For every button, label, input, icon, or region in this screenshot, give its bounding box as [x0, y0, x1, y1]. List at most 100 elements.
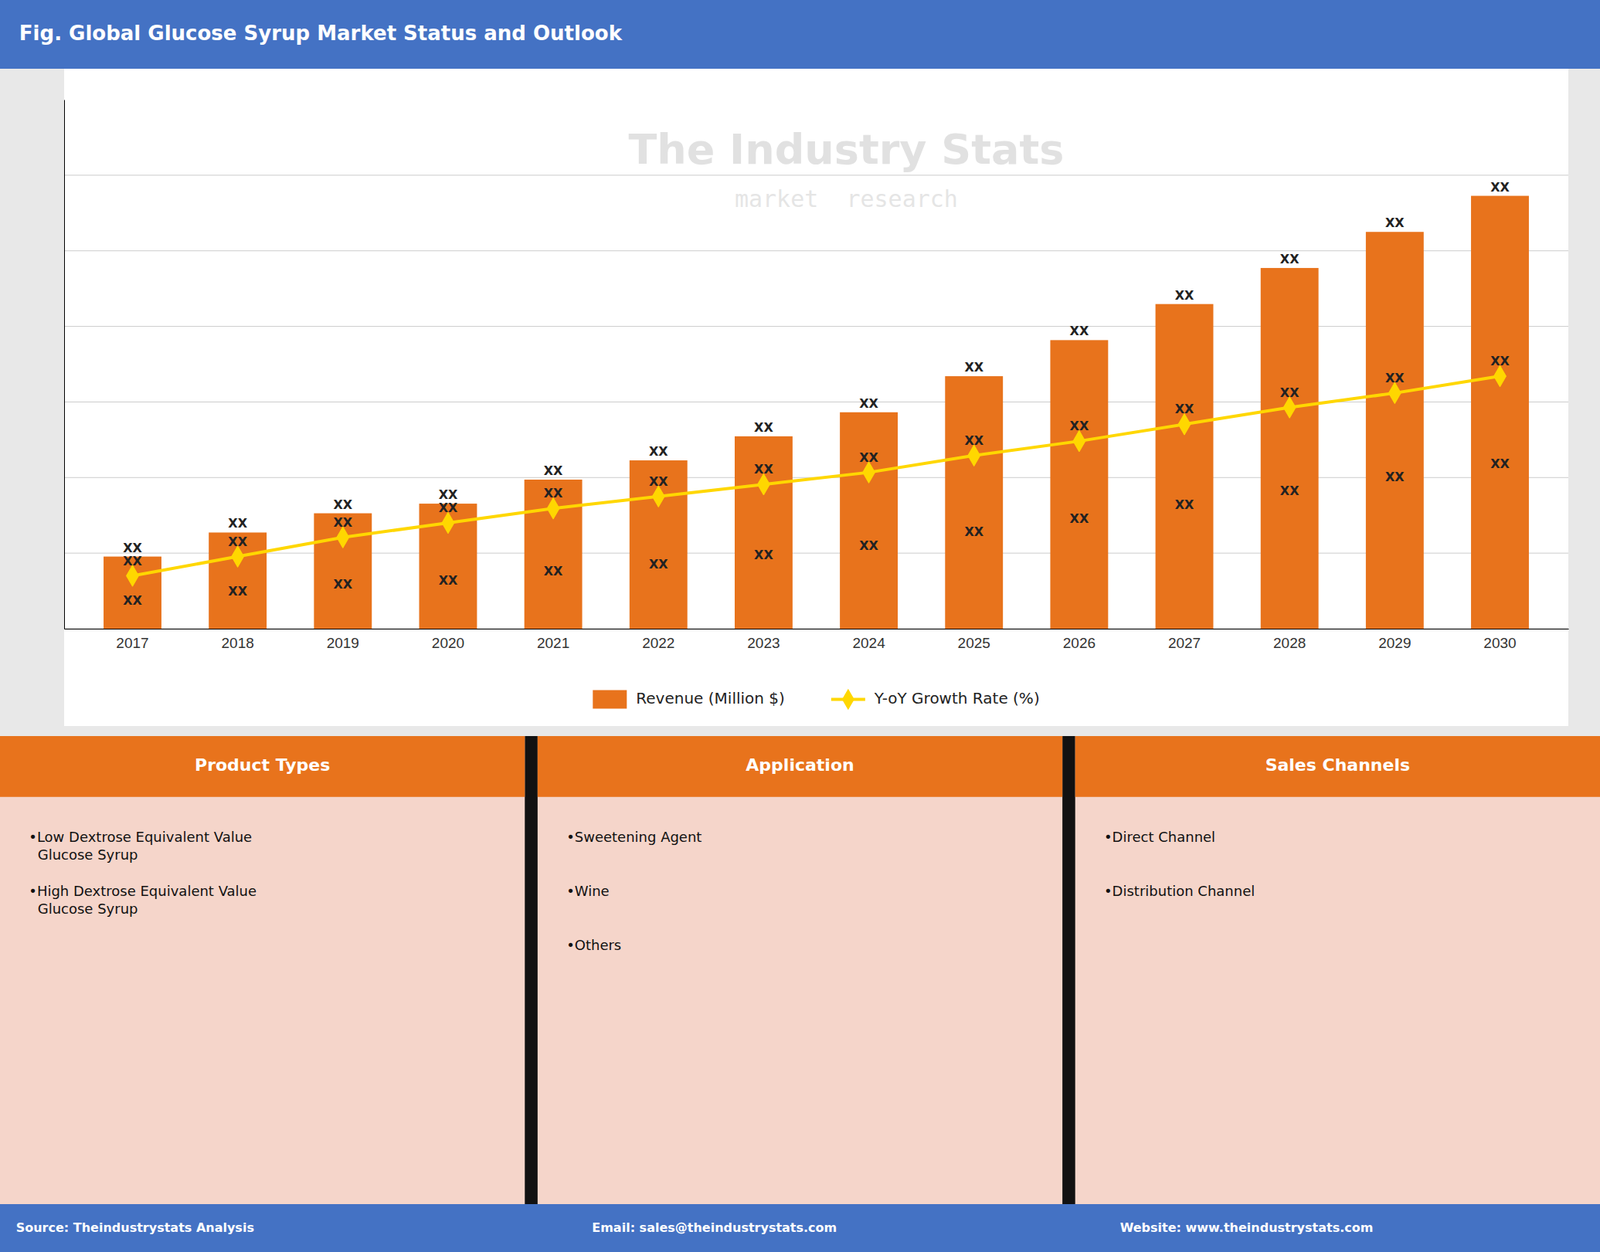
chart-background: [64, 68, 1569, 727]
line-marker: [336, 526, 350, 549]
x-tick: 2025: [957, 628, 991, 652]
bar-label-inside: XX: [1070, 511, 1090, 527]
bar: [1365, 231, 1424, 629]
line-marker: [1494, 365, 1507, 388]
x-tick-label: 2027: [1168, 635, 1201, 652]
bar-label-inside: XX: [648, 557, 669, 572]
page-background: [0, 0, 1600, 1252]
x-tick: 2030: [1483, 628, 1516, 652]
line-marker: [126, 565, 140, 588]
watermark-sub: market research: [734, 185, 958, 213]
grid: [64, 175, 1569, 629]
line-label: XX: [964, 433, 984, 449]
legend-swatch: [592, 690, 627, 710]
line: [132, 376, 1501, 576]
x-tick: 2023: [747, 628, 780, 652]
line-label: XX: [227, 534, 248, 550]
bar-label-inside: XX: [332, 577, 353, 592]
x-tick-label: 2029: [1378, 635, 1411, 652]
bar-label-above: XX: [648, 444, 669, 459]
line-label: XX: [1280, 385, 1300, 401]
line-label: XX: [1490, 353, 1510, 369]
line-label: XX: [648, 474, 669, 490]
legend: Revenue (Million $)Y-oY Growth Rate (%): [592, 689, 1040, 711]
y-axis: [64, 100, 66, 630]
panel-background: [1075, 736, 1600, 1205]
data-labels: XX XX XX XX XX XX XX XX XX XX XX XX XX XX XX XX XX XX XX XX…: [122, 180, 1510, 609]
bar-label-inside: XX: [1175, 497, 1195, 513]
line-label: XX: [1070, 418, 1090, 434]
x-tick-label: 2020: [431, 635, 465, 652]
line-marker: [1283, 397, 1296, 419]
bar-label-above: XX: [1070, 323, 1090, 339]
panel-header-background: [0, 736, 525, 798]
line-label: XX: [754, 461, 774, 477]
footer-bar: [0, 1204, 1600, 1252]
x-tick-label: 2017: [115, 635, 149, 652]
x-tick-label: 2030: [1483, 635, 1516, 652]
bar-label-above: XX: [332, 497, 353, 513]
panel-item: •Distribution Channel: [1104, 883, 1255, 900]
panel-header: Application: [745, 755, 854, 775]
panel-separator: [0, 736, 1600, 1205]
x-tick-label: 2026: [1063, 635, 1096, 652]
panel-item: •Direct Channel: [1104, 828, 1216, 846]
plot-marks: [103, 196, 1529, 629]
line-marker: [231, 546, 245, 568]
bar: [734, 436, 793, 629]
line-marker: [862, 461, 876, 484]
bar-label-above: XX: [964, 360, 984, 375]
panel-header: Product Types: [194, 755, 330, 775]
footer-item: Email: sales@theindustrystats.com: [591, 1220, 837, 1236]
line-label: XX: [543, 485, 564, 501]
x-tick-label: 2023: [747, 635, 780, 652]
bar-label-inside: XX: [859, 538, 879, 554]
panel-item: •High Dextrose Equivalent Value Glucose …: [28, 883, 257, 918]
line-marker: [546, 498, 560, 520]
line-label: XX: [859, 450, 879, 466]
line-marker: [1178, 414, 1191, 436]
line-marker: [1073, 430, 1086, 452]
bar-label-inside: XX: [1385, 469, 1405, 485]
panel-header-background: [537, 736, 1063, 798]
chart-title: Fig. Global Glucose Syrup Market Status …: [19, 21, 623, 45]
x-axis-line: [64, 628, 1570, 630]
legend-label: Revenue (Million $): [635, 689, 785, 708]
y-axis-line: [64, 100, 65, 630]
bar: [1155, 304, 1214, 629]
grid-line: [64, 628, 1569, 630]
bar: [524, 479, 583, 629]
bar-label-above: XX: [543, 463, 564, 479]
x-tick: 2020: [431, 628, 465, 652]
bar: [629, 460, 688, 629]
grid-line: [64, 326, 1569, 327]
grid-line: [64, 250, 1569, 252]
line-label: XX: [1385, 370, 1405, 386]
panel-item: •Low Dextrose Equivalent Value Glucose S…: [28, 828, 252, 863]
bar: [1260, 268, 1319, 629]
bar-label-above: XX: [1490, 180, 1510, 195]
page: Fig. Global Glucose Syrup Market Status …: [0, 0, 1600, 1252]
line-marker: [1388, 382, 1401, 405]
x-tick: 2026: [1063, 628, 1096, 652]
x-tick: 2029: [1378, 628, 1411, 652]
bar-label-inside: XX: [964, 524, 984, 540]
panel: Application•Sweetening Agent•Wine•Others: [537, 736, 1063, 1205]
line-marker: [441, 512, 455, 534]
bar-label-above: XX: [227, 516, 248, 531]
x-tick-label: 2022: [642, 635, 675, 652]
bar: [1470, 196, 1529, 629]
line-label: XX: [1175, 401, 1195, 417]
bar: [839, 412, 898, 629]
x-axis: 2017201820192020202120222023202420252026…: [64, 628, 1570, 652]
footer-item: Source: Theindustrystats Analysis: [16, 1220, 255, 1236]
bar-label-above: XX: [754, 420, 774, 435]
x-tick-label: 2025: [957, 635, 991, 652]
panel-background: [537, 736, 1063, 1205]
bar-label-above: XX: [1175, 288, 1195, 303]
bar-label-above: XX: [1385, 215, 1405, 231]
line-marker: [757, 473, 770, 496]
panel-item: •Wine: [566, 883, 610, 900]
x-tick-label: 2024: [852, 635, 886, 652]
x-tick-label: 2019: [326, 635, 360, 652]
